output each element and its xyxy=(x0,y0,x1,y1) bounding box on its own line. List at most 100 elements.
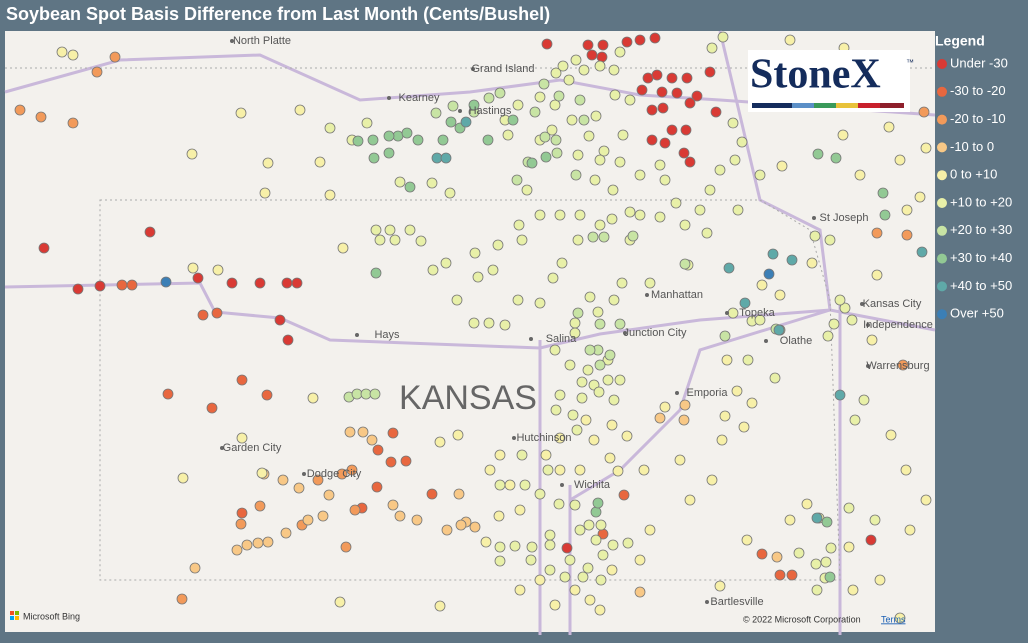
station-dot[interactable] xyxy=(837,129,849,141)
station-dot[interactable] xyxy=(534,574,546,586)
station-dot[interactable] xyxy=(554,464,566,476)
station-dot[interactable] xyxy=(769,372,781,384)
station-dot[interactable] xyxy=(607,539,619,551)
station-dot[interactable] xyxy=(684,156,696,168)
station-dot[interactable] xyxy=(468,317,480,329)
station-dot[interactable] xyxy=(824,571,836,583)
station-dot[interactable] xyxy=(427,264,439,276)
station-dot[interactable] xyxy=(544,539,556,551)
station-dot[interactable] xyxy=(540,151,552,163)
station-dot[interactable] xyxy=(754,314,766,326)
station-dot[interactable] xyxy=(681,72,693,84)
station-dot[interactable] xyxy=(597,549,609,561)
station-dot[interactable] xyxy=(336,468,348,480)
station-dot[interactable] xyxy=(847,584,859,596)
station-dot[interactable] xyxy=(732,204,744,216)
station-dot[interactable] xyxy=(369,388,381,400)
station-dot[interactable] xyxy=(451,294,463,306)
station-dot[interactable] xyxy=(371,481,383,493)
station-dot[interactable] xyxy=(482,134,494,146)
station-dot[interactable] xyxy=(810,558,822,570)
station-dot[interactable] xyxy=(680,124,692,136)
station-dot[interactable] xyxy=(324,189,336,201)
station-dot[interactable] xyxy=(241,539,253,551)
station-dot[interactable] xyxy=(617,129,629,141)
station-dot[interactable] xyxy=(440,152,452,164)
station-dot[interactable] xyxy=(606,213,618,225)
station-dot[interactable] xyxy=(546,124,558,136)
station-dot[interactable] xyxy=(586,49,598,61)
station-dot[interactable] xyxy=(259,187,271,199)
station-dot[interactable] xyxy=(646,104,658,116)
station-dot[interactable] xyxy=(144,226,156,238)
station-dot[interactable] xyxy=(516,449,528,461)
station-dot[interactable] xyxy=(694,204,706,216)
station-dot[interactable] xyxy=(534,91,546,103)
terms-link[interactable]: Terms xyxy=(881,614,906,624)
station-dot[interactable] xyxy=(370,224,382,236)
station-dot[interactable] xyxy=(514,584,526,596)
station-dot[interactable] xyxy=(519,479,531,491)
station-dot[interactable] xyxy=(551,147,563,159)
station-dot[interactable] xyxy=(738,421,750,433)
station-dot[interactable] xyxy=(176,593,188,605)
station-dot[interactable] xyxy=(727,307,739,319)
station-dot[interactable] xyxy=(236,507,248,519)
station-dot[interactable] xyxy=(368,152,380,164)
station-dot[interactable] xyxy=(706,42,718,54)
station-dot[interactable] xyxy=(651,69,663,81)
station-dot[interactable] xyxy=(920,494,932,506)
station-dot[interactable] xyxy=(900,464,912,476)
station-dot[interactable] xyxy=(786,569,798,581)
station-dot[interactable] xyxy=(556,257,568,269)
station-dot[interactable] xyxy=(404,181,416,193)
station-dot[interactable] xyxy=(291,277,303,289)
station-dot[interactable] xyxy=(604,452,616,464)
station-dot[interactable] xyxy=(72,283,84,295)
station-dot[interactable] xyxy=(771,551,783,563)
station-dot[interactable] xyxy=(411,514,423,526)
station-dot[interactable] xyxy=(372,444,384,456)
station-dot[interactable] xyxy=(604,349,616,361)
station-dot[interactable] xyxy=(595,519,607,531)
station-dot[interactable] xyxy=(621,36,633,48)
station-dot[interactable] xyxy=(400,455,412,467)
station-dot[interactable] xyxy=(445,116,457,128)
station-dot[interactable] xyxy=(901,229,913,241)
station-dot[interactable] xyxy=(502,129,514,141)
station-dot[interactable] xyxy=(598,145,610,157)
station-dot[interactable] xyxy=(918,106,930,118)
station-dot[interactable] xyxy=(346,464,358,476)
station-dot[interactable] xyxy=(659,137,671,149)
station-dot[interactable] xyxy=(704,66,716,78)
station-dot[interactable] xyxy=(430,107,442,119)
station-dot[interactable] xyxy=(91,66,103,78)
station-dot[interactable] xyxy=(570,54,582,66)
station-dot[interactable] xyxy=(494,541,506,553)
station-dot[interactable] xyxy=(211,307,223,319)
station-dot[interactable] xyxy=(597,39,609,51)
station-dot[interactable] xyxy=(704,184,716,196)
station-dot[interactable] xyxy=(447,100,459,112)
station-dot[interactable] xyxy=(580,414,592,426)
station-dot[interactable] xyxy=(323,489,335,501)
station-dot[interactable] xyxy=(590,506,602,518)
station-dot[interactable] xyxy=(383,130,395,142)
station-dot[interactable] xyxy=(588,434,600,446)
station-dot[interactable] xyxy=(493,510,505,522)
station-dot[interactable] xyxy=(483,317,495,329)
station-dot[interactable] xyxy=(281,277,293,289)
station-dot[interactable] xyxy=(636,84,648,96)
station-dot[interactable] xyxy=(608,294,620,306)
station-dot[interactable] xyxy=(14,104,26,116)
station-dot[interactable] xyxy=(666,124,678,136)
station-dot[interactable] xyxy=(513,219,525,231)
station-dot[interactable] xyxy=(389,234,401,246)
station-dot[interactable] xyxy=(236,432,248,444)
station-dot[interactable] xyxy=(569,499,581,511)
station-dot[interactable] xyxy=(894,612,906,624)
station-dot[interactable] xyxy=(453,488,465,500)
station-dot[interactable] xyxy=(312,474,324,486)
station-dot[interactable] xyxy=(582,364,594,376)
station-dot[interactable] xyxy=(509,540,521,552)
